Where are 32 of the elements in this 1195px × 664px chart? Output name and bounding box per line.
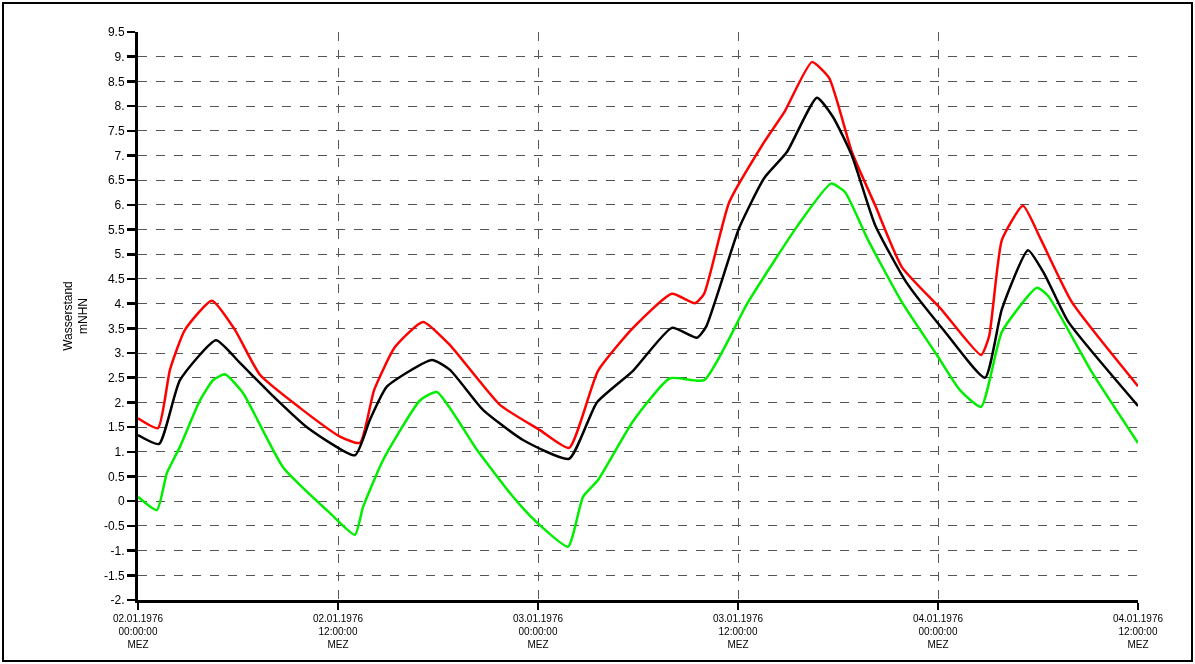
y-tick-label: 5.5: [107, 222, 125, 237]
x-tick-label: 02.01.1976 00:00:00 MEZ: [112, 612, 164, 650]
y-tick-label: 8.5: [107, 74, 125, 89]
y-tick-label: 4.5: [107, 272, 125, 287]
y-tick-label: -1.5: [103, 568, 125, 583]
x-tick-label: 02.01.1976 12:00:00 MEZ: [312, 612, 364, 650]
y-tick-label: 6.: [114, 198, 125, 213]
y-tick-label: 4.: [114, 296, 125, 311]
x-tick-label: 03.01.1976 00:00:00 MEZ: [512, 612, 564, 650]
y-tick-label: 3.: [114, 346, 125, 361]
x-tick-label: 03.01.1976 12:00:00 MEZ: [712, 612, 764, 650]
y-tick-label: 6.5: [107, 173, 125, 188]
y-tick-label: 2.5: [107, 370, 125, 385]
line-series: [138, 182, 1138, 548]
y-tick-label: -0.5: [103, 519, 125, 534]
y-tick-label: 7.5: [107, 123, 125, 138]
y-tick-label: -1.: [110, 543, 125, 558]
y-tick-label: 7.: [114, 148, 125, 163]
y-tick-label: 9.: [114, 49, 125, 64]
y-axis-title: Wasserstand mNHN: [60, 281, 91, 351]
y-tick-label: 0.5: [107, 469, 125, 484]
y-tick-label: 1.: [114, 445, 125, 460]
y-tick-label: 1.5: [107, 420, 125, 435]
y-tick-label: -2.: [110, 593, 125, 608]
y-tick-label: 8.: [114, 99, 125, 114]
y-tick-label: 2.: [114, 395, 125, 410]
x-tick-label: 04.01.1976 00:00:00 MEZ: [912, 612, 964, 650]
y-tick-label: 0: [117, 494, 125, 509]
y-tick-label: 3.5: [107, 321, 125, 336]
y-tick-label: 5.: [114, 247, 125, 262]
x-tick-label: 04.01.1976 12:00:00 MEZ: [1112, 612, 1164, 650]
y-tick-label: 9.5: [107, 25, 125, 40]
